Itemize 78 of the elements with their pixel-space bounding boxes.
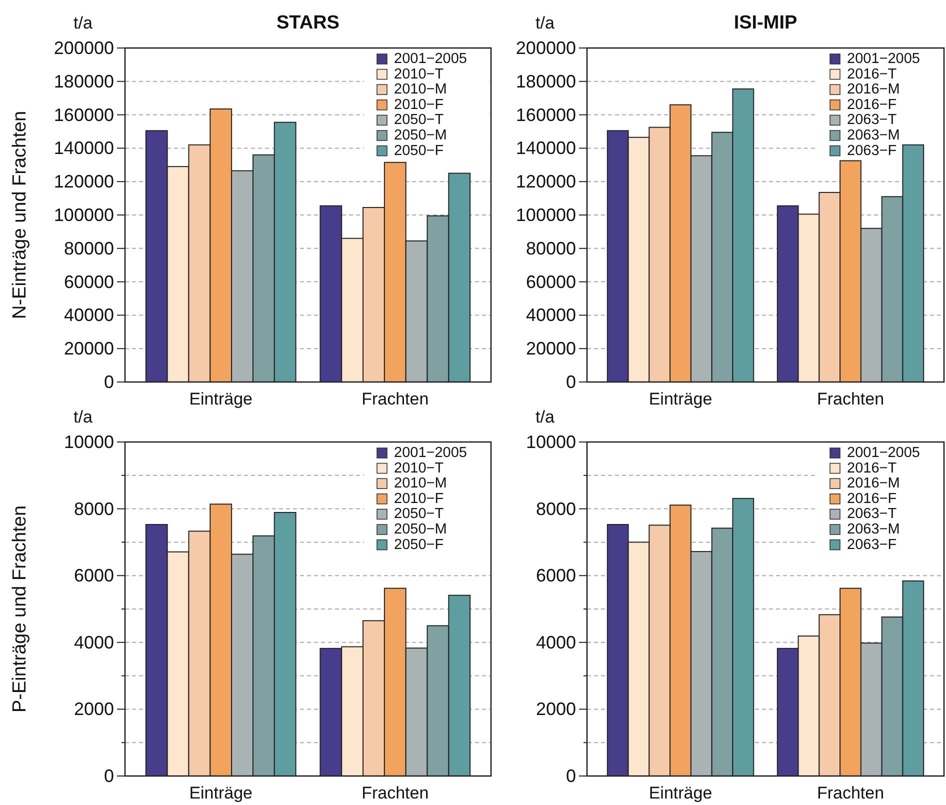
- text: t/a: [74, 408, 93, 426]
- y-tick-label: 8000: [74, 498, 114, 519]
- x-tick-label: Einträge: [189, 784, 253, 802]
- y-tick-label: 10000: [526, 432, 576, 452]
- legend-label: 2063−M: [847, 128, 900, 144]
- x-tick-label: Einträge: [648, 784, 712, 802]
- y-tick-label: 40000: [64, 305, 114, 326]
- x-tick-label: Einträge: [648, 390, 712, 408]
- legend-label: 2016−M: [847, 476, 900, 492]
- x-tick-label: Frachten: [362, 784, 429, 802]
- legend-label: 2010−M: [394, 476, 447, 492]
- legend-label: 2063−F: [847, 142, 897, 159]
- y-tick-label: 20000: [64, 338, 114, 359]
- y-tick-label: 6000: [536, 566, 576, 586]
- y-tick-label: 0: [566, 372, 576, 392]
- legend-label: 2016−T: [847, 460, 897, 476]
- legend-label: 2016−M: [847, 82, 900, 98]
- y-tick-label: 80000: [64, 238, 114, 258]
- y-tick-label: 8000: [536, 498, 576, 519]
- y-axis-title: P-Einträge und Frachten: [10, 505, 30, 713]
- y-tick-label: 4000: [536, 632, 576, 652]
- y-tick-label: 2000: [536, 699, 576, 720]
- y-tick-label: 0: [104, 766, 114, 786]
- y-tick-label: 80000: [526, 238, 576, 258]
- legend-label: 2010−T: [394, 66, 444, 82]
- y-tick-label: 0: [566, 766, 576, 786]
- x-tick-label: Einträge: [189, 390, 253, 408]
- y-tick-label: 180000: [54, 71, 114, 92]
- legend-label: 2016−T: [847, 66, 897, 82]
- legend-label: 2063−F: [847, 536, 897, 553]
- y-tick-label: 20000: [526, 338, 576, 359]
- chart-title: ISI-MIP: [734, 12, 798, 34]
- y-axis-title: N-Einträge und Frachten: [10, 110, 30, 320]
- y-tick-label: 140000: [516, 138, 576, 158]
- y-tick-label: 140000: [54, 138, 114, 158]
- text: t/a: [536, 408, 555, 426]
- x-tick-label: Frachten: [362, 390, 429, 408]
- y-tick-label: 100000: [54, 205, 114, 225]
- y-tick-label: 100000: [516, 205, 576, 225]
- y-tick-label: 200000: [54, 38, 114, 58]
- legend-label: 2001−2005: [847, 445, 920, 461]
- legend-label: 2010−T: [394, 460, 444, 476]
- y-tick-label: 2000: [74, 699, 114, 720]
- y-tick-label: 60000: [526, 272, 576, 292]
- text: t/a: [74, 14, 93, 32]
- y-tick-label: 4000: [74, 632, 114, 652]
- y-tick-label: 180000: [516, 71, 576, 92]
- y-tick-label: 0: [104, 372, 114, 392]
- legend-label: 2001−2005: [394, 445, 467, 461]
- legend-label: 2050−M: [394, 522, 447, 538]
- y-tick-label: 200000: [516, 38, 576, 58]
- text: t/a: [536, 14, 555, 32]
- y-tick-label: 40000: [526, 305, 576, 326]
- y-tick-label: 60000: [64, 272, 114, 292]
- legend-label: 2063−T: [847, 506, 897, 522]
- legend-label: 2050−F: [394, 142, 444, 159]
- x-tick-label: Frachten: [816, 390, 884, 408]
- legend-label: 2050−T: [394, 112, 444, 128]
- y-tick-label: 6000: [74, 566, 114, 586]
- legend-label: 2010−M: [394, 82, 447, 98]
- legend-label: 2010−F: [394, 490, 444, 507]
- legend-label: 2050−M: [394, 128, 447, 144]
- y-tick-label: 10000: [64, 432, 114, 452]
- y-tick-label: 120000: [54, 172, 114, 192]
- legend-label: 2063−T: [847, 112, 897, 128]
- legend-label: 2050−T: [394, 506, 444, 522]
- legend-label: 2063−M: [847, 522, 900, 538]
- y-tick-label: 160000: [54, 104, 114, 125]
- x-tick-label: Frachten: [816, 784, 884, 802]
- legend-label: 2010−F: [394, 96, 444, 113]
- y-tick-label: 160000: [516, 104, 576, 125]
- legend-label: 2016−F: [847, 96, 897, 113]
- legend-label: 2050−F: [394, 536, 444, 553]
- legend-label: 2016−F: [847, 490, 897, 507]
- legend-label: 2001−2005: [847, 51, 920, 67]
- y-tick-label: 120000: [516, 172, 576, 192]
- legend-label: 2001−2005: [394, 51, 467, 67]
- chart-title: STARS: [276, 12, 340, 34]
